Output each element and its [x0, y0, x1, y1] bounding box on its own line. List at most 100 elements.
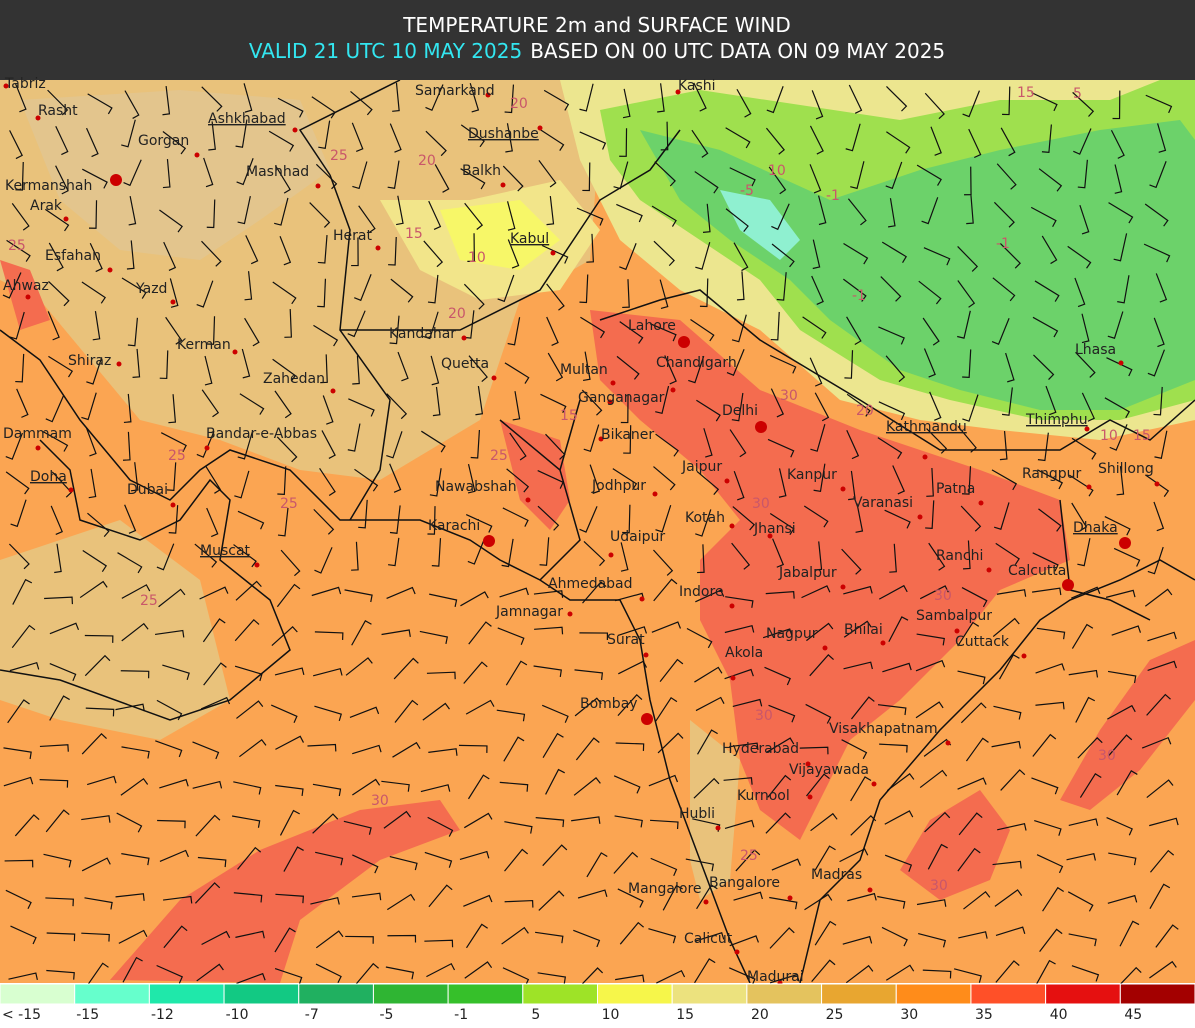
legend-swatch: [372, 983, 449, 1005]
city-dot: [652, 491, 658, 497]
wind-barb: [809, 654, 834, 677]
contour-label: 20: [418, 153, 436, 169]
wind-barb: [48, 355, 74, 378]
wind-barb: [507, 239, 520, 269]
wind-barb: [132, 348, 141, 379]
wind-barb: [1075, 351, 1096, 378]
wind-barb: [664, 355, 677, 385]
wind-barb: [463, 661, 488, 684]
wind-barb: [1071, 502, 1088, 532]
city-label: Kathmandu: [886, 419, 967, 435]
city-label: Jhansi: [753, 521, 796, 537]
city-label: Doha: [30, 469, 67, 485]
city-dot: [978, 500, 984, 506]
city-dot: [607, 399, 613, 405]
wind-barb: [424, 851, 453, 868]
wind-barb: [314, 631, 344, 640]
city-label: Udaipur: [610, 529, 665, 545]
wind-barb: [615, 974, 645, 983]
wind-barb: [957, 280, 976, 308]
wind-barb: [655, 696, 678, 722]
wind-barb: [889, 543, 897, 573]
wind-barb: [86, 962, 109, 987]
wind-barb: [1107, 670, 1137, 684]
wind-barb: [733, 891, 763, 901]
wind-barb: [239, 393, 265, 415]
wind-barb: [1107, 311, 1124, 339]
wind-barb: [497, 274, 515, 303]
wind-barb: [312, 783, 342, 797]
city-dot: [641, 713, 653, 725]
wind-barb: [233, 781, 262, 795]
contour-label: 25: [140, 593, 158, 609]
wind-barb: [1066, 852, 1096, 861]
city-dot: [787, 895, 793, 901]
wind-barb: [992, 860, 1022, 869]
city-dot: [675, 89, 681, 95]
wind-barb: [6, 239, 31, 262]
wind-barb: [547, 352, 564, 382]
wind-barb: [814, 541, 823, 571]
wind-barb: [44, 596, 74, 605]
wind-barb: [921, 197, 939, 225]
contour-label: 15: [1133, 428, 1151, 444]
wind-barb: [963, 540, 971, 570]
wind-barb: [427, 816, 454, 837]
wind-barb: [579, 131, 607, 150]
wind-barb: [47, 89, 69, 116]
city-label: Mangalore: [628, 881, 702, 897]
wind-barb: [504, 848, 529, 872]
wind-barb: [352, 161, 368, 190]
wind-barb: [543, 89, 570, 111]
wind-barb: [926, 467, 934, 497]
city-label: Rangpur: [1022, 466, 1082, 482]
wind-barb: [274, 197, 289, 226]
wind-barb: [10, 499, 27, 528]
wind-barb: [5, 432, 23, 460]
wind-barb: [539, 537, 550, 566]
city-label: Tabriz: [4, 76, 46, 92]
wind-barb: [655, 433, 679, 457]
legend-label: -5: [379, 1007, 393, 1023]
wind-barb: [86, 357, 103, 385]
valid-time: VALID 21 UTC 10 MAY 2025: [249, 39, 522, 63]
wind-barb: [156, 543, 175, 571]
wind-barb: [1000, 769, 1026, 791]
city-label: Cuttack: [955, 634, 1010, 650]
wind-barb: [1155, 924, 1179, 948]
wind-barb: [886, 86, 908, 112]
wind-barb: [1116, 770, 1138, 796]
wind-barb: [728, 967, 756, 986]
legend-swatch: [597, 983, 673, 1005]
wind-barb: [79, 580, 108, 599]
wind-barb: [1071, 965, 1100, 982]
wind-barb: [843, 585, 873, 595]
wind-barb: [420, 784, 451, 793]
wind-barb: [696, 470, 720, 496]
wind-barb: [315, 851, 344, 866]
city-label: Calicut: [684, 931, 733, 947]
wind-barb: [1153, 317, 1165, 348]
wind-barb: [349, 706, 380, 719]
wind-barb: [1033, 354, 1055, 380]
wind-barb: [163, 241, 177, 272]
wind-barb: [622, 279, 630, 309]
wind-barb: [962, 349, 972, 379]
wind-barb: [806, 622, 834, 642]
wind-barb: [48, 242, 64, 272]
city-label: Kabul: [510, 231, 549, 247]
wind-barb: [350, 90, 373, 116]
wind-barb: [1145, 474, 1170, 497]
contour-label: 15: [1017, 85, 1035, 101]
wind-barb: [881, 926, 908, 947]
city-dot: [25, 294, 31, 300]
wind-barb: [89, 242, 103, 273]
city-dot: [954, 628, 960, 634]
wind-barb: [194, 882, 221, 904]
wind-barb: [1144, 203, 1169, 227]
wind-barb: [274, 927, 296, 953]
wind-barb: [195, 814, 221, 837]
city-label: Madras: [811, 867, 862, 883]
wind-barb: [84, 897, 113, 910]
wind-barb: [1144, 588, 1173, 607]
